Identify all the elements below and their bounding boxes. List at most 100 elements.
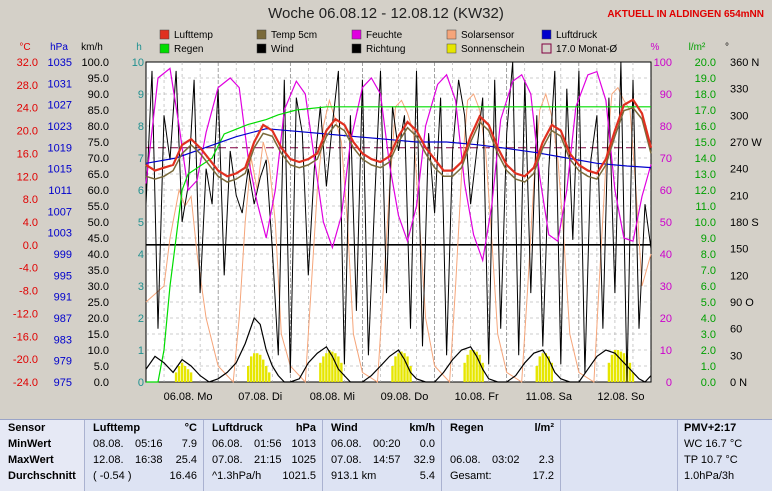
sunshine-bar — [180, 362, 184, 382]
temp-tick-label: 4.0 — [23, 217, 38, 229]
rain-tick-label: 0.0 — [701, 377, 716, 389]
stats-col-lufttemp: Lufttemp °C 08.08. 05:16 7.9 12.08. 16:38 25.… — [85, 420, 204, 491]
pressure-tick-label: 983 — [54, 334, 72, 346]
x-tick-label: 11.08. Sa — [526, 391, 573, 403]
pressure-tick-label: 979 — [54, 356, 72, 368]
x-tick-label: 12.08. So — [597, 391, 644, 403]
rain-tick-label: 5.0 — [701, 297, 716, 309]
axis-unit-label: % — [651, 42, 660, 53]
temp-tick-label: 24.0 — [17, 103, 38, 115]
rain-tick-label: 15.0 — [695, 137, 716, 149]
sun-tick-label: 4 — [138, 249, 144, 261]
direction-tick-label: 360 N — [730, 57, 759, 69]
sunshine-bar — [607, 362, 611, 382]
axis-unit-label: °C — [19, 42, 30, 53]
pressure-tick-label: 1003 — [48, 228, 72, 240]
pressure-tick-label: 1011 — [48, 185, 72, 197]
temp-tick-label: -12.0 — [13, 308, 38, 320]
humidity-tick-label: 30 — [660, 281, 672, 293]
legend-label: Solarsensor — [461, 30, 515, 41]
direction-tick-label: 330 — [730, 84, 748, 96]
sunshine-bar — [463, 362, 466, 382]
sunshine-bar — [547, 356, 550, 382]
stats-unit: km/h — [409, 422, 435, 434]
sun-tick-label: 9 — [138, 89, 144, 101]
rain-tick-label: 12.0 — [695, 185, 716, 197]
direction-tick-label: 240 — [730, 164, 748, 176]
humidity-tick-label: 10 — [660, 345, 672, 357]
axis-unit-label: l/m² — [689, 42, 706, 53]
sunshine-bar — [174, 372, 178, 382]
stats-unit: °C — [184, 422, 197, 434]
pressure-tick-label: 999 — [54, 249, 72, 261]
direction-tick-label: 0 N — [730, 377, 747, 389]
legend-swatch — [159, 43, 170, 54]
stats-note: ^1.3hPa/h — [212, 470, 262, 482]
sunshine-bar — [478, 354, 481, 382]
sunshine-bar — [256, 353, 259, 382]
sunshine-bar — [250, 356, 253, 382]
wind-tick-label: 40.0 — [88, 249, 109, 261]
stats-date: 06.08. — [331, 438, 362, 450]
stats-date: 06.08. — [212, 438, 243, 450]
stats-table: Sensor MinWert MaxWert Durchschnitt Luft… — [0, 419, 772, 491]
pressure-tick-label: 1019 — [48, 142, 72, 154]
pressure-tick-label: 1031 — [48, 78, 72, 90]
sunshine-bar — [331, 351, 334, 382]
sunshine-bar — [613, 350, 617, 382]
sun-tick-label: 5 — [138, 217, 144, 229]
axis-unit-label: hPa — [50, 42, 68, 53]
rain-tick-label: 9.0 — [701, 233, 716, 245]
sunshine-bar — [397, 353, 400, 382]
rain-tick-label: 2.0 — [701, 345, 716, 357]
temp-tick-label: -24.0 — [13, 377, 38, 389]
sunshine-bar — [325, 353, 328, 382]
stats-time: 00:20 — [373, 438, 401, 450]
sun-tick-label: 8 — [138, 121, 144, 133]
sunshine-bar — [466, 354, 469, 382]
sunshine-bar — [535, 366, 538, 382]
sunshine-bar — [622, 353, 626, 382]
stats-value: 1025 — [291, 454, 316, 466]
legend-label: Luftdruck — [556, 30, 598, 41]
humidity-tick-label: 50 — [660, 217, 672, 229]
wind-tick-label: 10.0 — [88, 345, 109, 357]
axes: 32.028.024.020.016.012.08.04.00.0-4.0-8.… — [13, 42, 762, 403]
stats-unit: l/m² — [534, 422, 554, 434]
sunshine-bar — [406, 356, 409, 382]
sunshine-bar — [265, 366, 268, 382]
stats-col-luftdruck: Luftdruck hPa 06.08. 01:56 1013 07.08. 21:15… — [204, 420, 323, 491]
rain-tick-label: 8.0 — [701, 249, 716, 261]
sun-tick-label: 10 — [132, 57, 144, 69]
temp-tick-label: 20.0 — [17, 126, 38, 138]
direction-tick-label: 120 — [730, 270, 748, 282]
stats-date: 07.08. — [331, 454, 362, 466]
stats-header: Sensor — [8, 422, 46, 434]
humidity-tick-label: 80 — [660, 121, 672, 133]
stats-value: 17.2 — [532, 470, 554, 482]
wind-line — [145, 316, 652, 383]
stats-unit: hPa — [295, 422, 316, 434]
rain-tick-label: 11.0 — [695, 201, 716, 213]
sunshine-bar — [189, 372, 193, 382]
wind-tick-label: 100.0 — [81, 57, 109, 69]
stats-value: 1013 — [291, 438, 316, 450]
solarsensor-line — [145, 86, 652, 384]
sunshine-bar — [268, 372, 271, 382]
stats-note: 913.1 km — [331, 470, 377, 482]
stats-time: 14:57 — [373, 454, 401, 466]
sunshine-bar — [541, 353, 544, 382]
rain-tick-label: 6.0 — [701, 281, 716, 293]
rain-tick-label: 16.0 — [695, 121, 716, 133]
rain-tick-label: 7.0 — [701, 265, 716, 277]
stats-col-empty — [561, 420, 678, 491]
weather-chart: Lufttemp Temp 5cm Feuchte Solarsensor Luftdr… — [13, 29, 762, 403]
sunshine-bar — [247, 366, 250, 382]
legend: Lufttemp Temp 5cm Feuchte Solarsensor Luftdr… — [159, 29, 617, 55]
temp-tick-label: -16.0 — [13, 331, 38, 343]
humidity-tick-label: 40 — [660, 249, 672, 261]
legend-label: Feuchte — [366, 30, 403, 41]
legend-label: Lufttemp — [174, 30, 213, 41]
wind-tick-label: 85.0 — [88, 105, 109, 117]
x-tick-label: 10.08. Fr — [455, 391, 499, 403]
